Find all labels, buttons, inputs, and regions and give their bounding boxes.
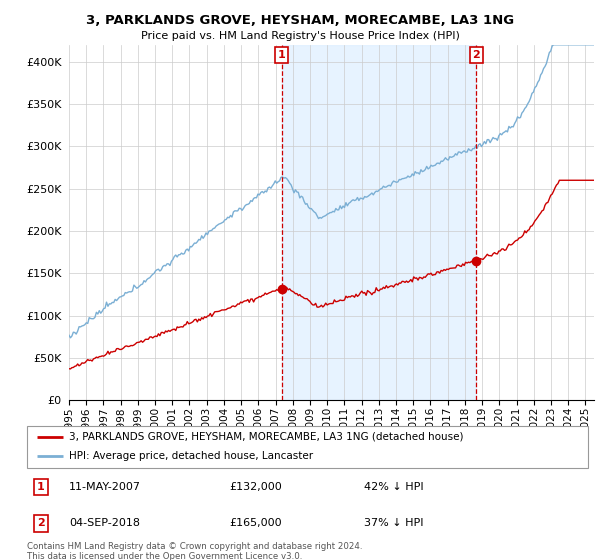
Text: 42% ↓ HPI: 42% ↓ HPI [364, 482, 423, 492]
Text: 2: 2 [473, 50, 481, 60]
Text: 3, PARKLANDS GROVE, HEYSHAM, MORECAMBE, LA3 1NG: 3, PARKLANDS GROVE, HEYSHAM, MORECAMBE, … [86, 14, 514, 27]
Text: 04-SEP-2018: 04-SEP-2018 [69, 519, 140, 529]
Text: 2: 2 [37, 519, 45, 529]
Text: 1: 1 [37, 482, 45, 492]
Text: 37% ↓ HPI: 37% ↓ HPI [364, 519, 423, 529]
Text: 11-MAY-2007: 11-MAY-2007 [69, 482, 141, 492]
Text: 1: 1 [278, 50, 286, 60]
Text: 3, PARKLANDS GROVE, HEYSHAM, MORECAMBE, LA3 1NG (detached house): 3, PARKLANDS GROVE, HEYSHAM, MORECAMBE, … [69, 432, 464, 442]
Text: £132,000: £132,000 [229, 482, 282, 492]
Text: Contains HM Land Registry data © Crown copyright and database right 2024.
This d: Contains HM Land Registry data © Crown c… [27, 542, 362, 560]
Text: HPI: Average price, detached house, Lancaster: HPI: Average price, detached house, Lanc… [69, 451, 313, 461]
FancyBboxPatch shape [27, 426, 588, 468]
Bar [282, 45, 476, 400]
Text: £165,000: £165,000 [229, 519, 281, 529]
Text: Price paid vs. HM Land Registry's House Price Index (HPI): Price paid vs. HM Land Registry's House … [140, 31, 460, 41]
